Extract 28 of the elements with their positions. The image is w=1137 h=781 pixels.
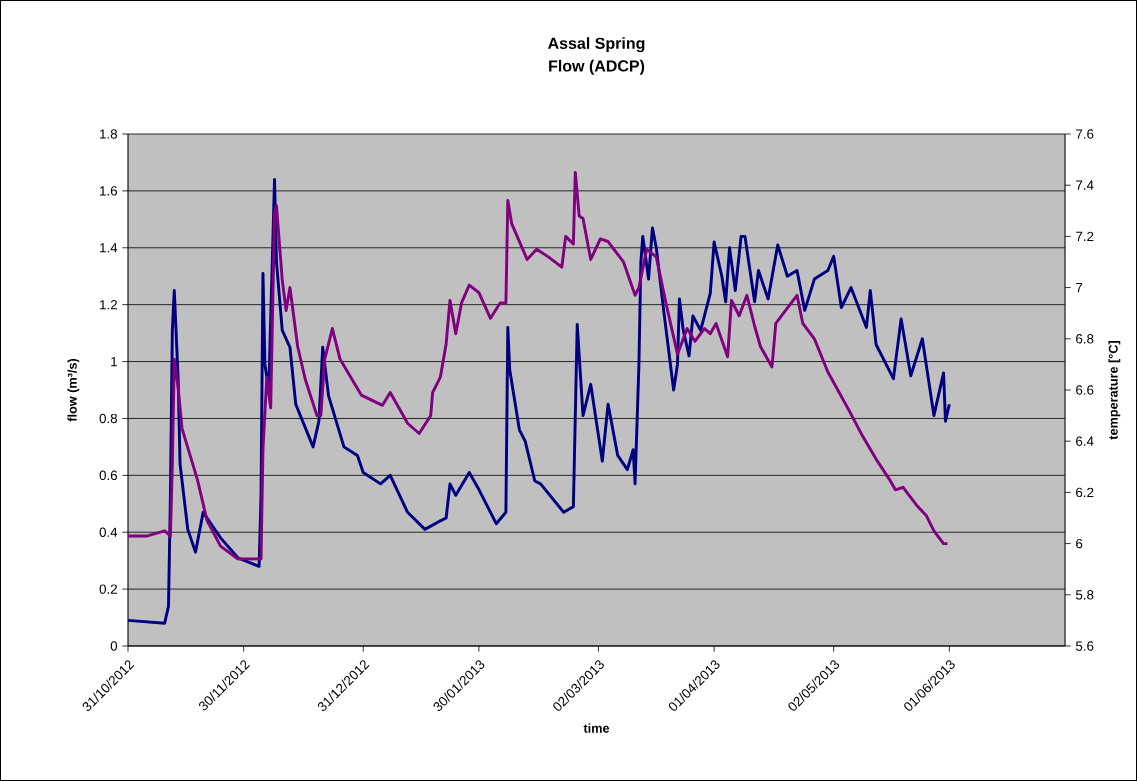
y-tick-label: 0.6	[99, 470, 118, 481]
y2-tick-label: 6.6	[1076, 385, 1094, 395]
line-series	[128, 178, 951, 625]
y2-tick-label: 7.2	[1076, 231, 1094, 242]
y-tick-label: 1.4	[100, 243, 118, 253]
y-tick-label: 1.2	[100, 300, 117, 310]
x-axis-title: time	[583, 723, 610, 733]
y-tick-label: 0.2	[99, 584, 117, 594]
y2-tick-label: 5.8	[1075, 590, 1094, 600]
chart-title: Assal Spring	[548, 37, 645, 53]
y-tick-label: 0	[110, 641, 118, 651]
y2-tick-label: 6.8	[1076, 334, 1094, 344]
y2-tick-label: 7.6	[1076, 129, 1094, 139]
y2-tick-label: 7.4	[1076, 180, 1094, 190]
y-tick-label: 1	[111, 356, 117, 367]
y-tick-label: 1.8	[100, 129, 118, 139]
y2-tick-label: 6.2	[1076, 487, 1094, 498]
y2-tick-label: 5.6	[1075, 641, 1094, 651]
chart-subtitle: Flow (ADCP)	[549, 59, 645, 75]
y-tick-label: 1.6	[100, 186, 118, 196]
y2-tick-label: 6	[1076, 538, 1083, 549]
y2-axis-title: temperature [°C]	[1108, 341, 1121, 440]
y-axis-title: flow (m³/s)	[67, 358, 80, 422]
y-tick-label: 0.4	[99, 527, 118, 537]
y2-tick-label: 7	[1076, 283, 1083, 293]
y2-tick-label: 6.4	[1076, 436, 1094, 446]
y-tick-label: 0.8	[99, 413, 118, 424]
line-series	[128, 170, 949, 561]
